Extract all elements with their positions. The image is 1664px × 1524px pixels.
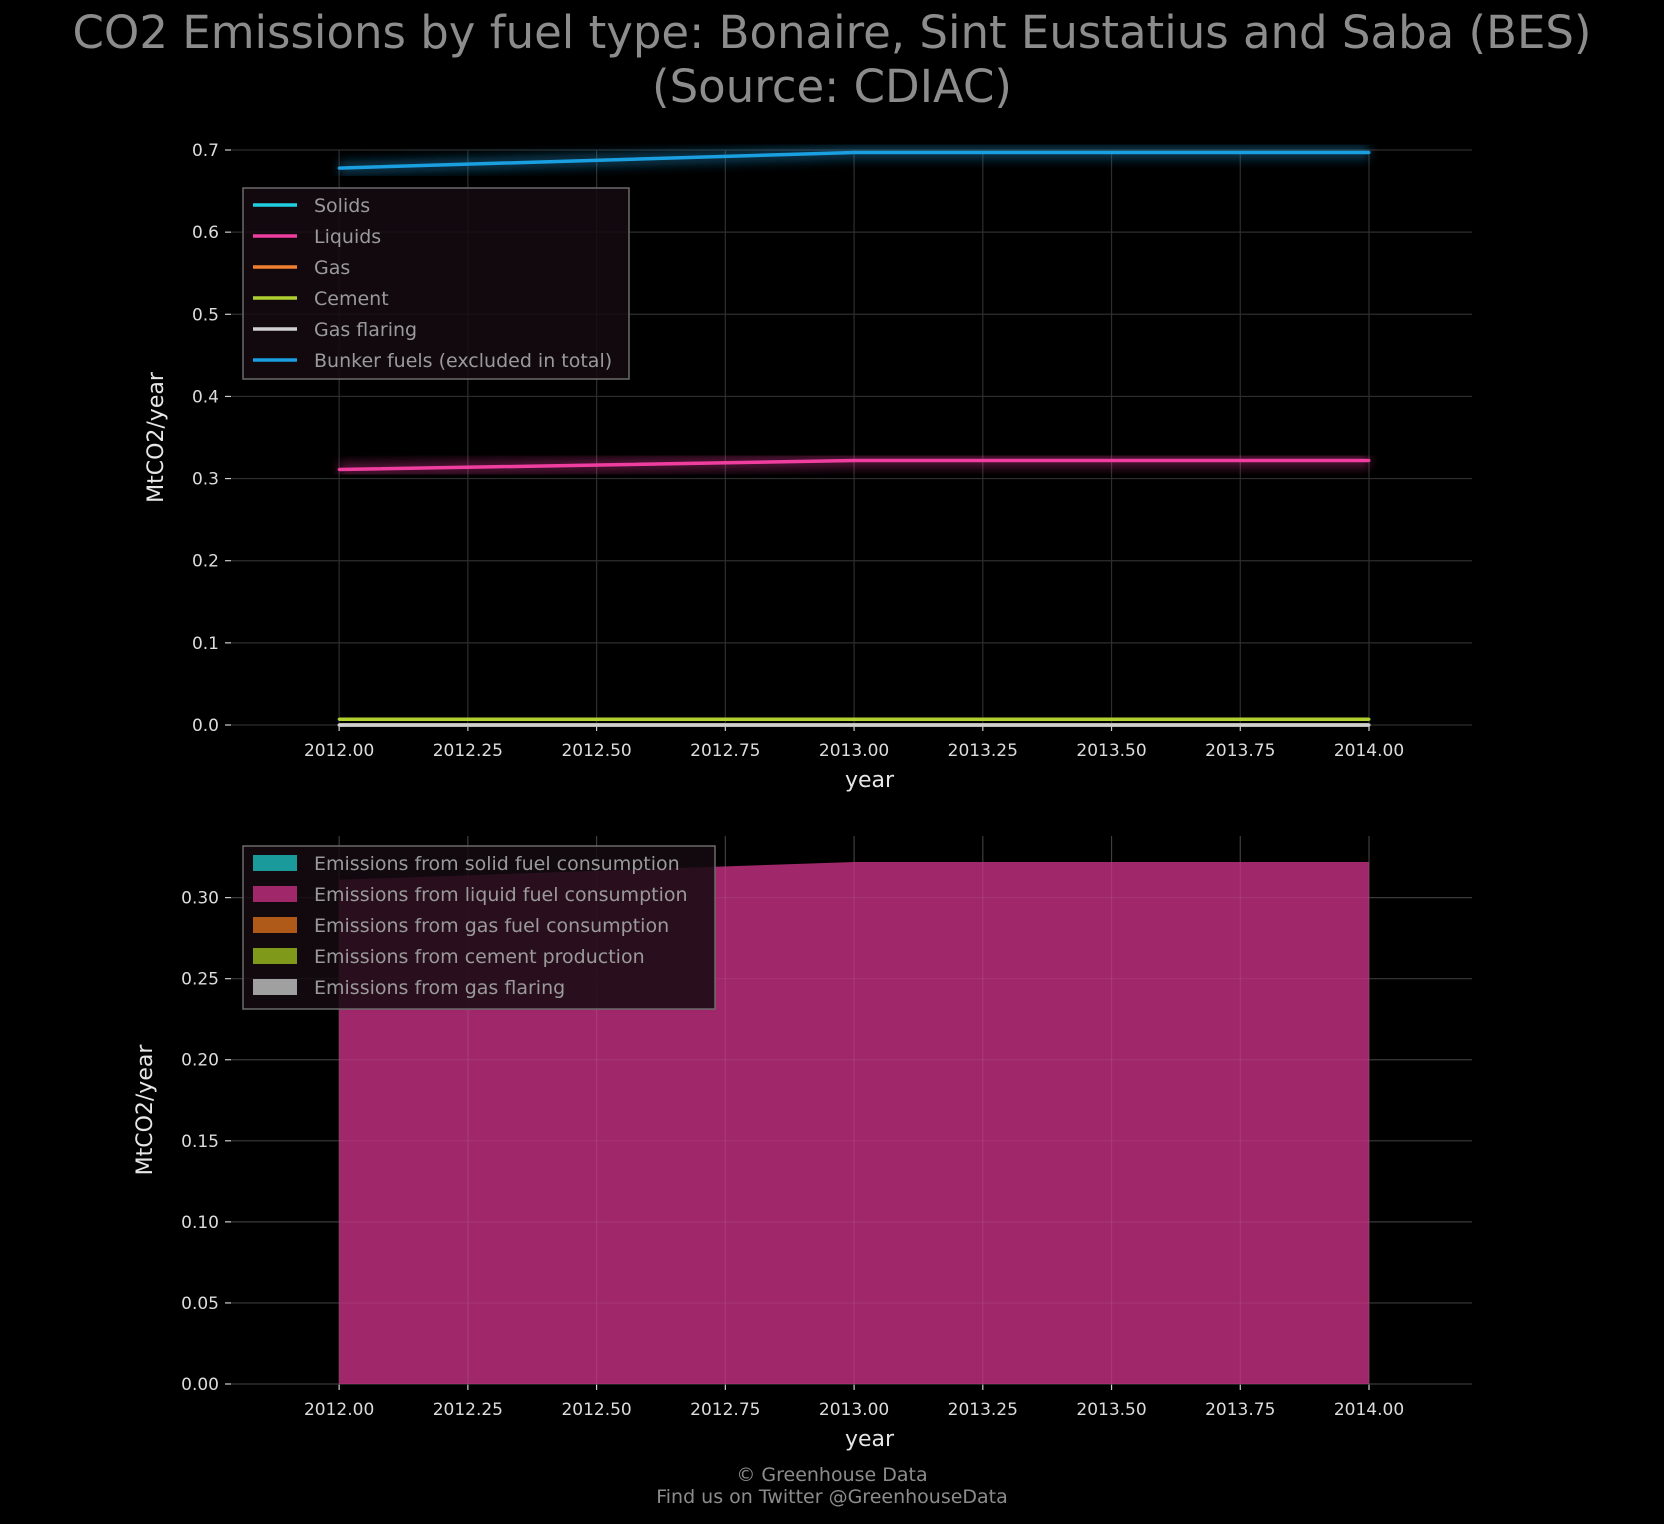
legend-swatch: [253, 917, 297, 933]
x-tick-label: 2012.00: [304, 741, 374, 761]
data-point: [1367, 150, 1371, 154]
data-point: [1367, 459, 1371, 462]
data-point: [852, 459, 856, 462]
legend-swatch: [253, 948, 297, 964]
y-tick-label: 0.15: [181, 1132, 219, 1152]
y-axis-label: MtCO2/year: [133, 1044, 158, 1176]
area-chart-panel: 2012.00 2012.25 2012.50 2012.75 2013.00 2013.…: [133, 836, 1472, 1452]
legend-label: Bunker fuels (excluded in total): [314, 350, 612, 372]
x-tick-label: 2013.75: [1205, 741, 1275, 761]
legend-label: Gas flaring: [314, 319, 417, 341]
footer-copyright: © Greenhouse Data: [736, 1464, 928, 1486]
legend-label: Solids: [314, 195, 370, 217]
legend-label: Emissions from cement production: [314, 946, 645, 968]
legend-swatch: [253, 979, 297, 995]
data-point: [1367, 723, 1371, 727]
y-tick-label: 0.5: [192, 305, 219, 325]
y-tick-label: 0.1: [192, 634, 219, 654]
x-tick-label: 2014.00: [1334, 1400, 1404, 1420]
x-tick-label: 2012.50: [561, 741, 631, 761]
data-point: [337, 468, 341, 472]
legend-swatch: [253, 886, 297, 902]
legend-box: [242, 187, 630, 380]
legend-label: Liquids: [314, 226, 381, 248]
y-tick-label: 0.30: [181, 889, 219, 909]
y-tick-label: 0.2: [192, 552, 219, 572]
y-tick-label: 0.3: [192, 470, 219, 490]
y-tick-label: 0.7: [192, 141, 219, 161]
x-tick-label: 2013.25: [948, 1400, 1018, 1420]
footer: © Greenhouse Data Find us on Twitter @Gr…: [0, 1464, 1664, 1508]
x-tick-label: 2012.25: [433, 741, 503, 761]
y-tick-label: 0.4: [192, 387, 219, 407]
line-chart-panel: 2012.00 2012.25 2012.50 2012.75 2013.00 2013.…: [144, 141, 1472, 793]
y-tick-label: 0.6: [192, 223, 219, 243]
x-tick-label: 2013.25: [948, 741, 1018, 761]
x-axis-label: year: [845, 768, 895, 793]
x-tick-label: 2013.00: [819, 1400, 889, 1420]
x-tick-label: 2012.50: [561, 1400, 631, 1420]
data-point: [337, 723, 341, 727]
y-tick-label: 0.10: [181, 1213, 219, 1233]
chart-title: CO2 Emissions by fuel type: Bonaire, Sin…: [0, 6, 1664, 114]
y-tick-label: 0.05: [181, 1294, 219, 1314]
legend: Emissions from solid fuel consumption Emi…: [242, 845, 716, 1010]
x-tick-label: 2013.00: [819, 741, 889, 761]
y-tick-label: 0.25: [181, 970, 219, 990]
title-line-1: CO2 Emissions by fuel type: Bonaire, Sin…: [72, 6, 1592, 59]
y-tick-label: 0.00: [181, 1375, 219, 1395]
legend-label: Cement: [314, 288, 389, 310]
data-point: [337, 166, 341, 170]
x-tick-label: 2013.75: [1205, 1400, 1275, 1420]
x-axis-label: year: [845, 1427, 895, 1452]
x-tick-label: 2014.00: [1334, 741, 1404, 761]
data-point: [852, 723, 856, 727]
legend: Solids Liquids Gas Cement Gas flaring Bunker …: [242, 187, 630, 380]
data-point: [852, 150, 856, 154]
legend-label: Emissions from liquid fuel consumption: [314, 884, 688, 906]
legend-label: Emissions from gas fuel consumption: [314, 915, 669, 937]
legend-box: [242, 845, 716, 1010]
x-tick-label: 2012.75: [690, 1400, 760, 1420]
title-line-2: (Source: CDIAC): [652, 60, 1012, 113]
y-axis-label: MtCO2/year: [144, 371, 169, 503]
footer-twitter: Find us on Twitter @GreenhouseData: [656, 1486, 1008, 1508]
legend-label: Emissions from solid fuel consumption: [314, 853, 680, 875]
x-tick-label: 2012.00: [304, 1400, 374, 1420]
x-tick-label: 2012.75: [690, 741, 760, 761]
x-tick-label: 2013.50: [1076, 1400, 1146, 1420]
legend-swatch: [253, 855, 297, 871]
legend-label: Gas: [314, 257, 350, 279]
x-tick-label: 2013.50: [1076, 741, 1146, 761]
x-tick-label: 2012.25: [433, 1400, 503, 1420]
legend-label: Emissions from gas flaring: [314, 977, 565, 999]
y-tick-label: 0.20: [181, 1051, 219, 1071]
y-tick-label: 0.0: [192, 716, 219, 736]
